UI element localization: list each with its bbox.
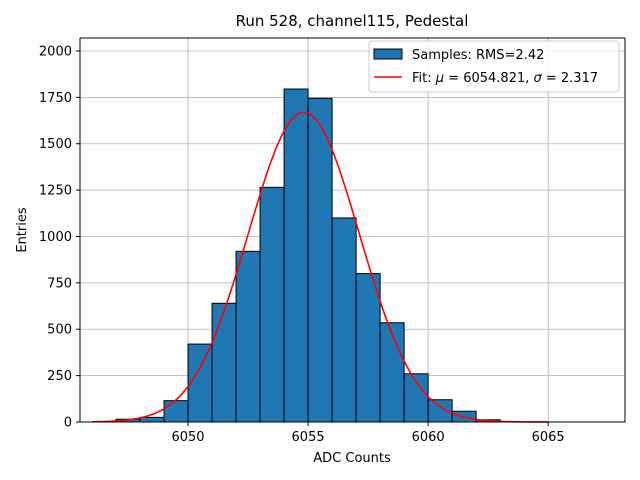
legend-mu-symbol: μ <box>435 71 444 86</box>
x-axis-label: ADC Counts <box>313 451 391 466</box>
legend-fit-prefix: Fit: <box>412 71 436 86</box>
histogram-bar-3 <box>187 343 213 423</box>
y-tick-label-5: 1250 <box>39 184 72 199</box>
legend-box <box>368 40 620 93</box>
histogram-bar-9 <box>331 217 357 423</box>
histogram-bar-8 <box>307 97 333 423</box>
plot-frame <box>79 37 626 423</box>
histogram-bar-6 <box>259 186 285 423</box>
histogram-bars <box>115 88 501 423</box>
y-tick-label-8: 2000 <box>39 44 72 59</box>
y-tick-label-1: 250 <box>47 369 72 384</box>
chart-title: Run 528, channel115, Pedestal <box>236 12 469 30</box>
x-tick-label-0: 6050 <box>171 430 204 445</box>
legend-mu-value: = 6054.821, <box>444 71 533 86</box>
x-tick-label-1: 6055 <box>292 430 325 445</box>
x-tick-label-3: 6065 <box>532 430 565 445</box>
histogram-bar-1 <box>139 416 165 423</box>
histogram-bar-2 <box>163 400 189 423</box>
y-tick-label-6: 1500 <box>39 137 72 152</box>
legend-sigma-value: = 2.317 <box>542 71 598 86</box>
histogram-bar-7 <box>283 88 309 423</box>
x-axis-ticks: 6050 6055 6060 6065 <box>171 422 565 445</box>
histogram-bar-11 <box>379 322 405 423</box>
y-tick-label-3: 750 <box>47 276 72 291</box>
y-tick-label-7: 1750 <box>39 91 72 106</box>
y-axis-label: Entries <box>15 207 30 253</box>
fit-curve <box>91 111 549 423</box>
histogram-bar-5 <box>235 250 261 423</box>
y-tick-label-4: 1000 <box>39 230 72 245</box>
y-tick-label-2: 500 <box>47 323 72 338</box>
legend-fit-label: Fit: μ = 6054.821, σ = 2.317 <box>412 71 598 86</box>
histogram-bar-10 <box>355 273 381 423</box>
y-axis-ticks: 0 250 500 750 1000 1250 1500 1750 2000 <box>39 44 80 431</box>
legend-sigma-symbol: σ <box>534 71 543 86</box>
histogram-bar-4 <box>211 302 237 423</box>
legend-histogram-patch <box>373 48 403 60</box>
x-tick-label-2: 6060 <box>412 430 445 445</box>
y-tick-label-0: 0 <box>64 416 72 431</box>
legend-histogram-label: Samples: RMS=2.42 <box>412 48 544 63</box>
legend: Samples: RMS=2.42 Fit: μ = 6054.821, σ =… <box>368 40 620 93</box>
